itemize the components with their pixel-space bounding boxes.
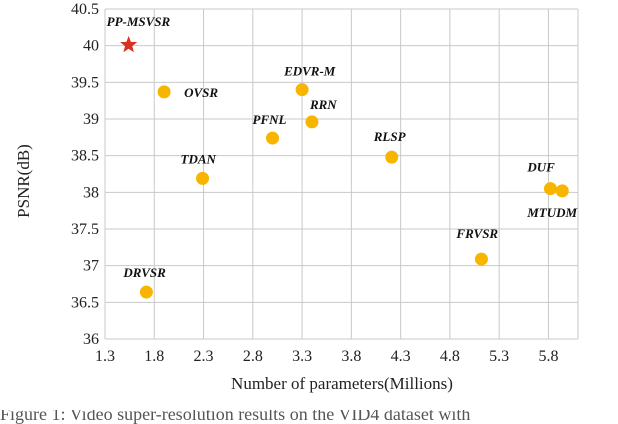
x-tick-label: 5.3	[489, 348, 509, 365]
y-tick-label: 39	[83, 111, 99, 128]
point-label-tdan: TDAN	[181, 151, 217, 166]
point-label-ovsr: OVSR	[184, 85, 218, 100]
x-tick-label: 1.8	[144, 348, 164, 365]
point-label-duf: DUF	[526, 160, 555, 175]
data-points	[120, 35, 569, 299]
point-edvr-m	[295, 83, 309, 97]
point-label-mtudm: MTUDM	[526, 205, 577, 220]
point-pp-msvsr	[120, 35, 138, 53]
point-tdan	[196, 171, 210, 185]
point-labels: PP-MSVSR OVSR EDVR-M RRN PFNL RLSP TDAN DUF MTUD…	[107, 14, 578, 280]
grid-lines	[104, 8, 579, 340]
y-tick-label: 36	[83, 331, 99, 348]
x-tick-label: 3.8	[341, 348, 361, 365]
x-tick-label: 5.8	[538, 348, 558, 365]
y-axis-ticks: 36 36.5 37 37.5 38 38.5 39 39.5 40 40.5	[71, 1, 99, 348]
y-tick-label: 37	[83, 258, 99, 275]
x-axis-ticks: 1.3 1.8 2.3 2.8 3.3 3.8 4.3 4.8 5.3 5.8	[95, 348, 558, 365]
caption-text: Figure 1: Video super-resolution results…	[0, 410, 471, 424]
point-label-rrn: RRN	[309, 97, 337, 112]
x-tick-label: 3.3	[292, 348, 312, 365]
y-axis-title: PSNR(dB)	[14, 144, 33, 218]
x-axis-title: Number of parameters(Millions)	[231, 374, 453, 393]
y-tick-label: 37.5	[71, 221, 99, 238]
point-mtudm	[555, 184, 569, 198]
y-tick-label: 39.5	[71, 74, 99, 91]
point-label-drvsr: DRVSR	[122, 265, 166, 280]
point-duf	[543, 182, 557, 196]
y-tick-label: 40.5	[71, 1, 99, 18]
x-tick-label: 2.3	[194, 348, 214, 365]
point-label-pp-msvsr: PP-MSVSR	[107, 14, 171, 29]
point-pfnl	[266, 131, 280, 145]
y-tick-label: 38	[83, 184, 99, 201]
y-tick-label: 40	[83, 38, 99, 55]
x-tick-label: 2.8	[243, 348, 263, 365]
point-label-rlsp: RLSP	[373, 129, 407, 144]
point-rrn	[305, 115, 319, 129]
point-frvsr	[474, 252, 488, 266]
y-tick-label: 38.5	[71, 148, 99, 165]
x-tick-label: 4.3	[391, 348, 411, 365]
point-label-edvr-m: EDVR-M	[283, 64, 336, 79]
point-ovsr	[157, 85, 171, 99]
point-rlsp	[385, 150, 399, 164]
scatter-chart: 1.3 1.8 2.3 2.8 3.3 3.8 4.3 4.8 5.3 5.8 3636.5373…	[14, 1, 579, 393]
figure-caption: Figure 1: Video super-resolution results…	[0, 410, 618, 424]
point-label-pfnl: PFNL	[253, 112, 287, 127]
x-tick-label: 1.3	[95, 348, 115, 365]
x-tick-label: 4.8	[440, 348, 460, 365]
y-tick-label: 36.5	[71, 294, 99, 311]
point-label-frvsr: FRVSR	[455, 226, 498, 241]
point-drvsr	[139, 285, 153, 299]
